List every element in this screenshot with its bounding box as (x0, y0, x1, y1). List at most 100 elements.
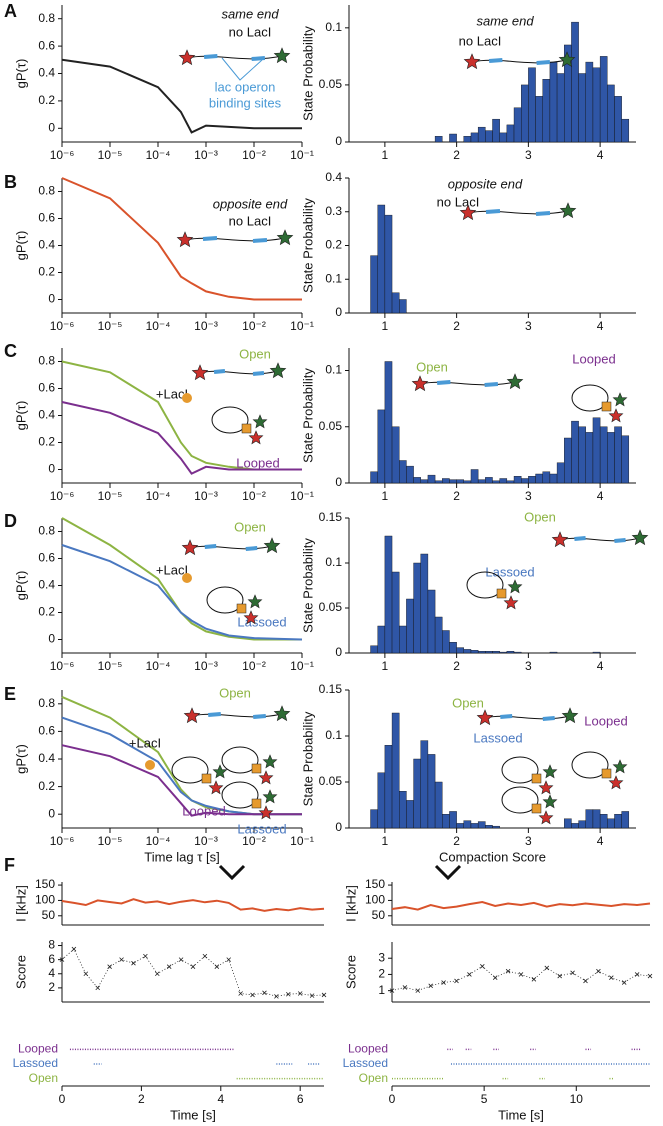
annotation: Looped (182, 803, 225, 818)
operon-site (202, 236, 218, 241)
hist-bar (434, 136, 443, 143)
x-tick-label: 10⁻¹ (290, 319, 314, 333)
operon-site (500, 714, 513, 719)
score-point (634, 972, 640, 977)
panel-letter: B (4, 172, 17, 192)
y-tick-label: 0.8 (38, 696, 55, 710)
hist-bar (571, 823, 579, 829)
dna-strand (199, 370, 279, 375)
dye-star (212, 764, 228, 779)
dye-star (252, 414, 268, 429)
hist-bar (477, 821, 486, 829)
panel-letter: A (4, 1, 17, 21)
dye-star (191, 364, 209, 381)
y-tick-label: 8 (48, 938, 55, 952)
series-line (61, 744, 302, 817)
operon-site (542, 716, 555, 721)
operon-site (204, 544, 217, 549)
x-tick-label: 3 (525, 834, 532, 848)
score-point (202, 953, 208, 959)
hist-bar (513, 651, 522, 654)
dna-loop (571, 384, 609, 412)
hist-bar (434, 480, 443, 484)
y-tick-label: 150 (365, 877, 385, 891)
score-point (166, 964, 172, 969)
dna-strand (191, 713, 283, 718)
hist-bar (399, 791, 407, 829)
operon-site (485, 209, 501, 214)
x-tick-label: 10⁻⁴ (146, 148, 171, 162)
y-tick-label: 3 (378, 950, 385, 964)
hist-bar (470, 132, 479, 143)
dye-star (183, 707, 201, 724)
hist-bar (585, 61, 594, 143)
annotation: +LacI (129, 735, 161, 750)
score-point (71, 946, 77, 952)
y-tick-label: 2 (48, 980, 55, 994)
hist-bar (413, 758, 421, 829)
hist-bar (592, 809, 601, 829)
score-point (95, 985, 101, 991)
score-point (262, 990, 267, 996)
dna-loop (221, 781, 259, 809)
hist-bar (513, 107, 522, 143)
hist-bar (506, 124, 515, 143)
y-tick-label: 50 (42, 908, 56, 922)
hist-bar (549, 473, 558, 484)
y-tick-label: 0.15 (319, 510, 343, 524)
hist-bar (420, 740, 429, 829)
x-tick-label: 3 (525, 489, 532, 503)
hist-bar (535, 473, 543, 484)
x-tick-label: 6 (297, 1092, 304, 1106)
x-tick-label: 10⁻³ (194, 319, 218, 333)
score-point (190, 964, 196, 969)
score-point (402, 985, 408, 990)
y-tick-label: 0.4 (38, 66, 55, 80)
y-tick-label: 50 (372, 908, 386, 922)
score-point (297, 991, 303, 996)
hist-bar (406, 465, 414, 484)
hist-bar (449, 811, 457, 829)
hist-bar (449, 479, 457, 484)
dye-star (463, 53, 481, 70)
hist-bar (492, 825, 500, 829)
y-axis-label: Score (343, 955, 358, 989)
y-tick-label: 0.4 (325, 170, 342, 184)
panel-letter: F (4, 855, 15, 875)
hist-bar (370, 809, 378, 829)
x-tick-label: 10 (570, 1092, 584, 1106)
hist-bar (384, 745, 393, 829)
y-axis-label: State Probability (300, 368, 315, 463)
hist-bar (607, 818, 615, 829)
dna-strand (471, 59, 568, 64)
dye-star (411, 375, 429, 392)
hist-bar (406, 800, 414, 829)
hist-bar (607, 84, 615, 143)
y-axis-label: State Probability (300, 538, 315, 633)
hist-bar (578, 73, 586, 143)
hist-bar (592, 67, 601, 143)
score-point (238, 991, 243, 996)
hist-bar (564, 818, 572, 829)
score-point (178, 957, 184, 962)
operon-site (484, 382, 499, 387)
score-point (119, 957, 124, 962)
dye-star (262, 754, 278, 769)
dye-star (276, 229, 294, 246)
y-tick-label: 0 (48, 120, 55, 134)
y-tick-label: 1 (378, 983, 385, 997)
hist-bar (370, 255, 378, 314)
annotation: no LacI (437, 194, 480, 209)
hist-bar (499, 132, 508, 143)
hist-bar (391, 712, 400, 829)
x-tick-label: 10⁻¹ (290, 148, 314, 162)
hist-bar (434, 781, 443, 829)
dye-star (243, 610, 259, 625)
x-tick-label: 10⁻³ (194, 659, 218, 673)
x-tick-label: 10⁻⁶ (50, 834, 75, 848)
dna-loop (501, 756, 539, 784)
hist-bar (599, 56, 608, 143)
operon-site (535, 211, 551, 216)
annotation: Lassoed (473, 730, 522, 745)
